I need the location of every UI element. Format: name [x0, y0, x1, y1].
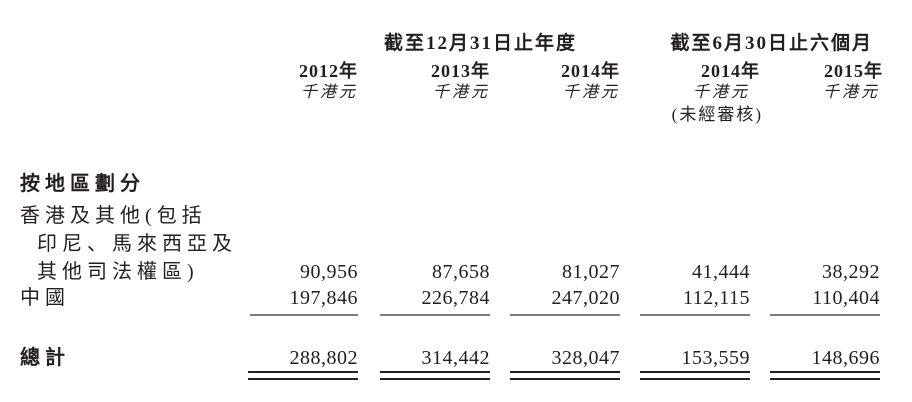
row-label-hk-others-line1: 香港及其他(包括: [20, 205, 207, 227]
single-rule-row: [20, 314, 880, 316]
double-rule: [640, 371, 750, 380]
row-label-hk-others-line2: 印尼、馬來西亞及: [37, 233, 237, 255]
column-group-year-ended-dec31: 截至12月31日止年度: [383, 33, 577, 54]
table-row: 中國 197,846 226,784 247,020 112,115 110,4…: [20, 286, 880, 311]
column-group-six-months-ended-jun30: 截至6月30日止六個月: [670, 33, 873, 54]
double-rule-row: [20, 371, 880, 380]
revenue-by-region-table: 截至12月31日止年度 截至6月30日止六個月 2012年 2013年 2014…: [20, 33, 883, 380]
year-header-2015-interim: 2015年: [824, 61, 883, 81]
table-row: 印尼、馬來西亞及: [20, 230, 880, 258]
single-rule: [770, 314, 880, 316]
total-value-cell: 288,802: [289, 347, 358, 369]
year-header-2012: 2012年: [299, 61, 358, 81]
table-row: 香港及其他(包括: [20, 202, 880, 230]
section-title: 按地區劃分: [20, 173, 145, 195]
double-rule: [248, 371, 358, 380]
single-rule: [640, 314, 750, 316]
total-value-cell: 153,559: [681, 347, 750, 369]
table-row: 其他司法權區) 90,956 87,658 81,027 41,444 38,2…: [20, 258, 880, 286]
row-label-china: 中國: [20, 287, 70, 309]
double-rule: [510, 371, 620, 380]
total-value-cell: 314,442: [421, 347, 490, 369]
unit-header-row: 千港元 千港元 千港元 千港元 千港元: [20, 82, 880, 104]
single-rule: [510, 314, 620, 316]
value-cell: 112,115: [682, 287, 750, 309]
value-cell: 38,292: [822, 261, 880, 283]
single-rule: [250, 314, 358, 316]
total-row: 總計 288,802 314,442 328,047 153,559 148,6…: [20, 347, 880, 370]
value-cell: 110,404: [812, 287, 880, 309]
value-cell: 197,846: [289, 287, 358, 309]
unit-label: 千港元: [692, 84, 750, 101]
value-cell: 41,444: [692, 261, 750, 283]
value-cell: 90,956: [300, 261, 358, 283]
total-value-cell: 328,047: [551, 347, 620, 369]
unit-label: 千港元: [822, 84, 880, 101]
single-rule: [380, 314, 490, 316]
unaudited-note: (未經審核): [671, 105, 763, 124]
year-header-2014: 2014年: [561, 61, 620, 81]
section-header-row: 按地區劃分: [20, 172, 880, 196]
unaudited-note-row: (未經審核): [20, 104, 880, 126]
value-cell: 247,020: [551, 287, 620, 309]
year-header-row: 2012年 2013年 2014年 2014年 2015年: [20, 60, 883, 82]
value-cell: 226,784: [421, 287, 490, 309]
unit-label: 千港元: [432, 84, 490, 101]
double-rule: [380, 371, 490, 380]
value-cell: 87,658: [432, 261, 490, 283]
year-header-2014-interim: 2014年: [701, 61, 760, 81]
total-value-cell: 148,696: [811, 347, 880, 369]
total-label: 總計: [20, 347, 70, 369]
double-rule: [770, 371, 880, 380]
year-header-2013: 2013年: [431, 61, 490, 81]
column-group-header-row: 截至12月31日止年度 截至6月30日止六個月: [20, 33, 880, 55]
unit-label: 千港元: [300, 84, 358, 101]
value-cell: 81,027: [562, 261, 620, 283]
row-label-hk-others-line3: 其他司法權區): [37, 261, 199, 283]
unit-label: 千港元: [562, 84, 620, 101]
